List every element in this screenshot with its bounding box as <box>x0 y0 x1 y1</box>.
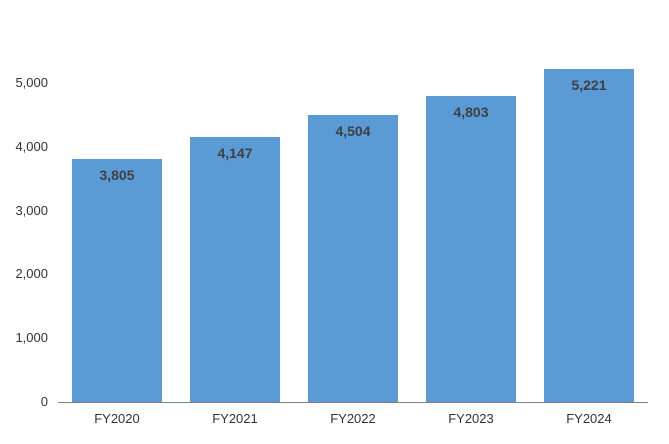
y-tick-label: 4,000 <box>15 139 48 154</box>
x-tick-label: FY2021 <box>212 411 258 426</box>
bar-value-label: 5,221 <box>571 77 607 93</box>
x-tick-label: FY2024 <box>566 411 612 426</box>
y-tick-label: 5,000 <box>15 75 48 90</box>
bar-value-label: 4,504 <box>335 123 371 139</box>
bar-value-label: 4,803 <box>453 104 489 120</box>
bar-fy2022: 4,504 <box>308 115 398 402</box>
bar-fy2021: 4,147 <box>190 137 280 402</box>
x-tick-label: FY2022 <box>330 411 376 426</box>
bar-fy2023: 4,803 <box>426 96 516 402</box>
y-tick-label: 0 <box>40 394 48 409</box>
y-tick-label: 2,000 <box>15 266 48 281</box>
bar-fy2020: 3,805 <box>72 159 162 402</box>
bar-value-label: 4,147 <box>217 145 253 161</box>
x-axis-line <box>58 402 648 403</box>
x-tick-label: FY2020 <box>94 411 140 426</box>
bar-value-label: 3,805 <box>99 167 135 183</box>
y-tick-label: 1,000 <box>15 330 48 345</box>
x-tick-label: FY2023 <box>448 411 494 426</box>
bar-fy2024: 5,221 <box>544 69 634 402</box>
y-tick-label: 3,000 <box>15 203 48 218</box>
